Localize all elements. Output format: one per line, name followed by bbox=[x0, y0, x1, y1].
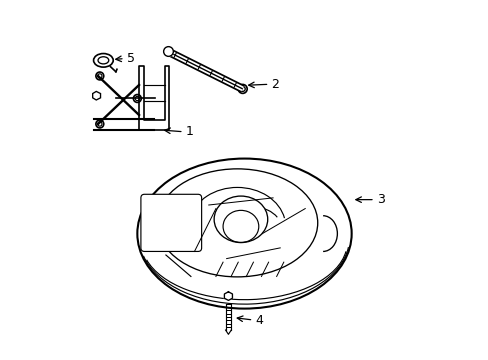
Ellipse shape bbox=[96, 72, 103, 80]
Text: 1: 1 bbox=[185, 125, 193, 138]
Text: 4: 4 bbox=[255, 314, 263, 327]
Ellipse shape bbox=[238, 85, 246, 93]
Ellipse shape bbox=[137, 158, 351, 309]
Polygon shape bbox=[93, 91, 101, 100]
Polygon shape bbox=[224, 292, 232, 300]
Ellipse shape bbox=[214, 196, 267, 243]
Text: 2: 2 bbox=[271, 78, 279, 91]
Ellipse shape bbox=[133, 95, 141, 102]
FancyBboxPatch shape bbox=[141, 194, 201, 251]
Ellipse shape bbox=[93, 54, 113, 67]
Text: 5: 5 bbox=[126, 52, 134, 65]
Ellipse shape bbox=[96, 120, 103, 128]
Text: 3: 3 bbox=[376, 193, 384, 206]
